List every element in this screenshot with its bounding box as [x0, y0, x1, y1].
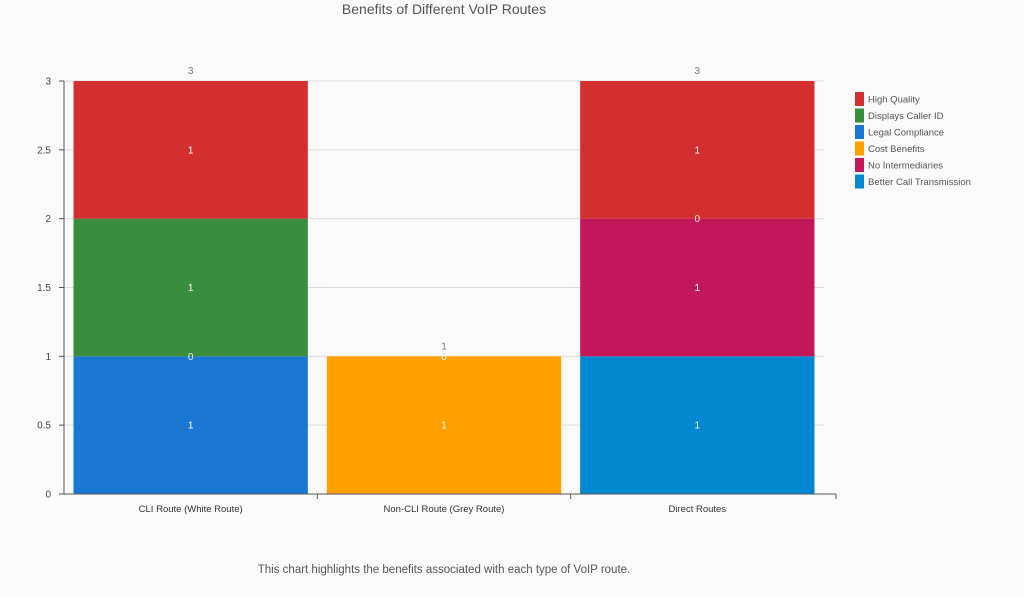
chart-title: Benefits of Different VoIP Routes [342, 1, 546, 17]
segment-value-label: 1 [695, 145, 701, 156]
bar-legal-compliance [73, 356, 308, 494]
legend-swatch [855, 158, 864, 172]
y-tick-label: 2 [45, 214, 51, 225]
legend-item-legal-compliance[interactable]: Legal Compliance [855, 125, 944, 139]
segment-value-label: 1 [188, 421, 194, 432]
bar-high-quality [580, 81, 815, 219]
segment-value-label: 1 [188, 283, 194, 294]
chart-caption: This chart highlights the benefits assoc… [258, 564, 630, 576]
legend-item-cost-benefits[interactable]: Cost Benefits [855, 141, 925, 156]
bar-cost-benefits [326, 356, 562, 494]
bar-total-label: 3 [695, 66, 701, 77]
legend-label: Displays Caller ID [868, 111, 944, 122]
bar-high-quality [73, 81, 308, 219]
legend-item-no-intermediaries[interactable]: No Intermediaries [855, 158, 943, 172]
segment-value-label: 0 [441, 352, 447, 363]
y-tick-label: 1 [45, 352, 51, 363]
segment-value-label: 1 [188, 145, 194, 156]
x-category-label: Non-CLI Route (Grey Route) [384, 504, 505, 515]
axes: 0 0.5 1 1.5 2 2.5 3 CLI Route (White Route) Non-… [37, 77, 837, 515]
bar-total-label: 3 [188, 66, 194, 77]
x-category-label: Direct Routes [669, 504, 727, 515]
legend-swatch [855, 108, 864, 123]
legend-item-better-call-transmission[interactable]: Better Call Transmission [855, 174, 971, 189]
segment-value-label: 1 [695, 421, 701, 432]
legend-swatch [855, 125, 864, 139]
bar-better-call-transmission [580, 356, 815, 494]
legend-item-high-quality[interactable]: High Quality [855, 92, 920, 106]
legend-swatch [855, 141, 864, 156]
segment-value-label: 0 [695, 214, 701, 225]
legend-swatch [855, 92, 864, 106]
legend-label: Cost Benefits [868, 144, 925, 155]
x-category-label: CLI Route (White Route) [139, 504, 243, 515]
segment-value-label: 0 [441, 352, 447, 363]
segment-value-label: 1 [695, 283, 701, 294]
segment-value-label: 0 [188, 352, 194, 363]
legend: High Quality Displays Caller ID Legal Comp… [855, 92, 971, 189]
legend-label: Better Call Transmission [868, 177, 971, 188]
y-tick-label: 2.5 [37, 145, 51, 156]
bar-displays-caller-id [73, 218, 308, 357]
y-tick-label: 0 [45, 490, 51, 501]
legend-label: No Intermediaries [868, 161, 943, 172]
y-tick-label: 3 [45, 77, 51, 88]
y-tick-label: 0.5 [37, 421, 51, 432]
bars [73, 81, 815, 494]
y-tick-label: 1.5 [37, 283, 51, 294]
legend-label: High Quality [868, 95, 920, 106]
bar-no-intermediaries [580, 218, 815, 357]
legend-item-displays-caller-id[interactable]: Displays Caller ID [855, 108, 944, 123]
legend-label: Legal Compliance [868, 128, 944, 139]
segment-value-label: 1 [441, 421, 447, 432]
bar-total-label: 1 [441, 341, 447, 352]
legend-swatch [855, 174, 864, 189]
